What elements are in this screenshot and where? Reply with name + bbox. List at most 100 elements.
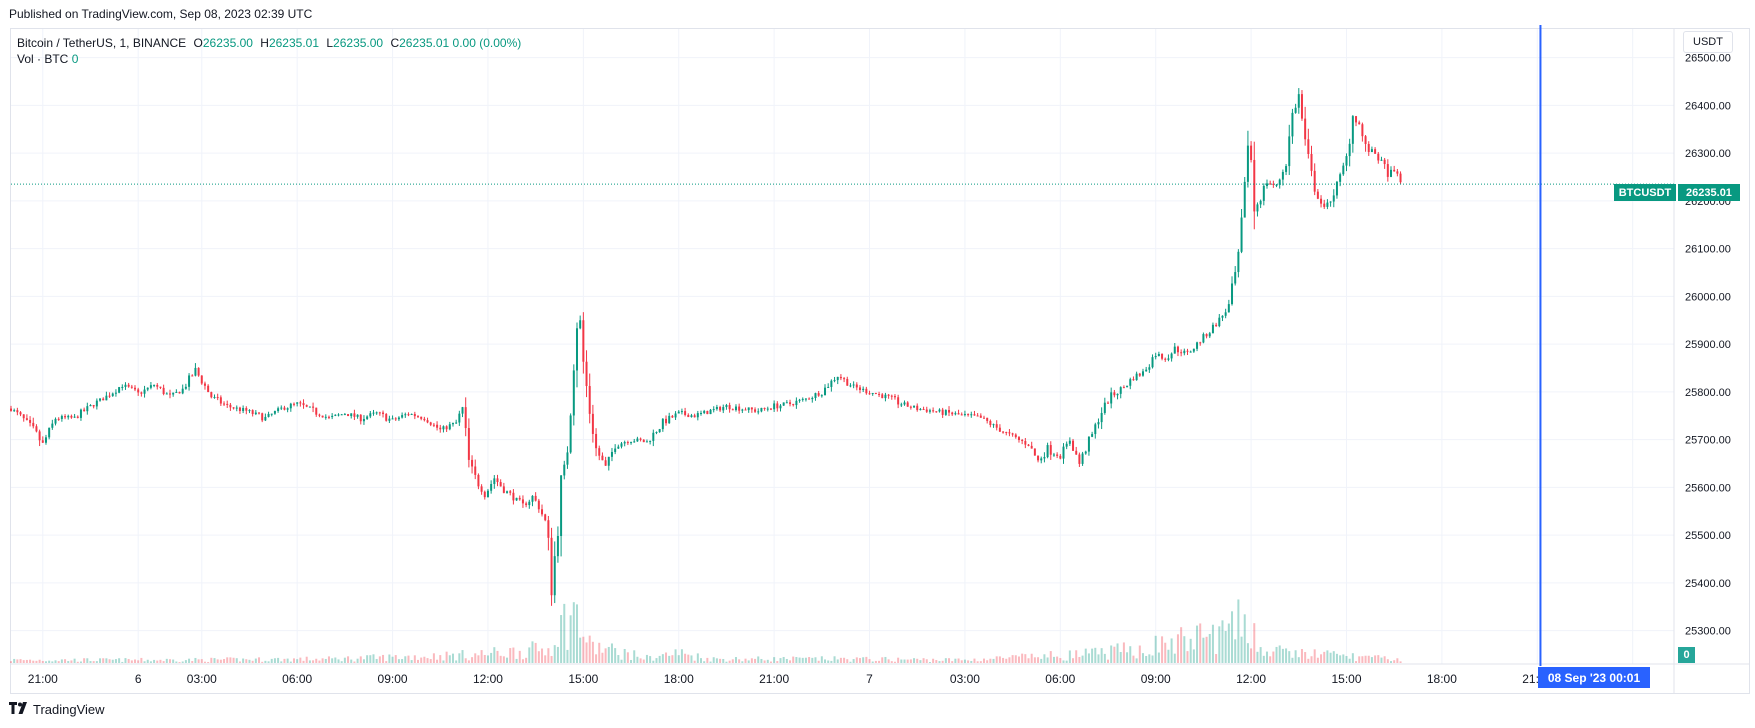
volume-bar: [811, 657, 814, 663]
volume-bar: [102, 658, 105, 663]
volume-bar: [1272, 651, 1275, 663]
volume-bar: [979, 661, 982, 663]
volume-bar: [35, 660, 38, 663]
candle-body: [54, 418, 57, 424]
volume-bar: [887, 659, 890, 663]
volume-bar: [321, 658, 324, 663]
volume-bar: [1310, 656, 1313, 663]
volume-bar: [1208, 633, 1211, 663]
candle-body: [1084, 451, 1087, 454]
candle-body: [779, 405, 782, 409]
candle-body: [22, 414, 25, 419]
footer-brand[interactable]: TradingView: [9, 702, 105, 717]
volume-bar: [289, 661, 292, 663]
candle-body: [941, 409, 944, 415]
volume-bar: [207, 662, 210, 663]
candle-body: [1151, 357, 1154, 368]
currency-button[interactable]: USDT: [1683, 31, 1733, 53]
volume-bar: [1250, 648, 1253, 663]
y-tick-label: 25400.00: [1685, 578, 1731, 590]
volume-bar: [1211, 624, 1214, 663]
candle-body: [1002, 431, 1005, 433]
candle-body: [1186, 350, 1189, 352]
candle-body: [531, 495, 534, 502]
volume-bar: [394, 655, 397, 663]
volume-bar: [1335, 653, 1338, 663]
candle-body: [1183, 350, 1186, 354]
volume-bar: [432, 653, 435, 663]
candle-body: [563, 464, 566, 476]
volume-bar: [159, 659, 162, 663]
candle-body: [684, 411, 687, 415]
candle-body: [811, 397, 814, 400]
candle-body: [289, 403, 292, 409]
volume-bar: [700, 658, 703, 663]
candle-body: [1011, 433, 1014, 435]
x-tick-label: 15:00: [568, 672, 598, 686]
volume-bar: [219, 659, 222, 663]
volume-bar: [560, 615, 563, 663]
candle-body: [429, 422, 432, 425]
candle-body: [483, 491, 486, 498]
candle-body: [858, 387, 861, 390]
volume-bar: [369, 655, 372, 663]
volume-bar: [1103, 653, 1106, 663]
volume-bar: [750, 658, 753, 663]
candle-body: [862, 388, 865, 390]
candle-body: [1167, 358, 1170, 360]
candle-body: [1348, 143, 1351, 157]
candle-body: [1196, 342, 1199, 349]
candle-body: [261, 413, 264, 421]
volume-bar: [804, 657, 807, 663]
volume-bar: [423, 656, 426, 663]
candle-body: [633, 441, 636, 443]
volume-bar: [601, 652, 604, 663]
candle-body: [989, 420, 992, 425]
candle-body: [159, 386, 162, 388]
candle-body: [1227, 304, 1230, 313]
volume-bar: [652, 660, 655, 663]
legend-close-key: C: [390, 36, 400, 50]
volume-bar: [445, 651, 448, 663]
volume-bar: [531, 641, 534, 663]
candle-body: [1052, 454, 1055, 456]
candle-body: [649, 440, 652, 442]
candle-body: [1040, 458, 1043, 461]
volume-bar: [544, 655, 547, 663]
volume-bar: [19, 659, 22, 663]
candle-body: [471, 459, 474, 467]
candle-body: [715, 406, 718, 410]
volume-bar: [210, 657, 213, 663]
candle-body: [108, 395, 111, 397]
volume-bar: [992, 658, 995, 663]
volume-bar: [1300, 649, 1303, 663]
candle-body: [982, 417, 985, 419]
candle-body: [350, 413, 353, 417]
volume-bar: [1380, 657, 1383, 663]
candle-body: [1094, 424, 1097, 435]
candle-body: [782, 402, 785, 406]
volume-bar: [766, 659, 769, 663]
volume-bar: [935, 660, 938, 663]
candle-body: [356, 414, 359, 417]
candle-body: [760, 407, 763, 412]
x-tick-label: 09:00: [1141, 672, 1171, 686]
candle-body: [67, 415, 70, 418]
volume-bar: [238, 661, 241, 663]
candle-body: [547, 520, 550, 538]
cursor-date-badge: 08 Sep '23 00:01: [1538, 667, 1650, 688]
candle-body: [213, 397, 216, 399]
volume-bar: [1224, 630, 1227, 663]
candle-body: [1351, 116, 1354, 144]
candle-body: [397, 417, 400, 420]
volume-bar: [502, 656, 505, 663]
volume-bar: [391, 656, 394, 663]
volume-bar: [509, 648, 512, 663]
volume-bar: [404, 656, 407, 663]
volume-bar: [897, 657, 900, 663]
candle-body: [1154, 355, 1157, 358]
volume-bar: [451, 653, 454, 663]
candle-body: [1148, 367, 1151, 370]
volume-bar: [337, 659, 340, 663]
